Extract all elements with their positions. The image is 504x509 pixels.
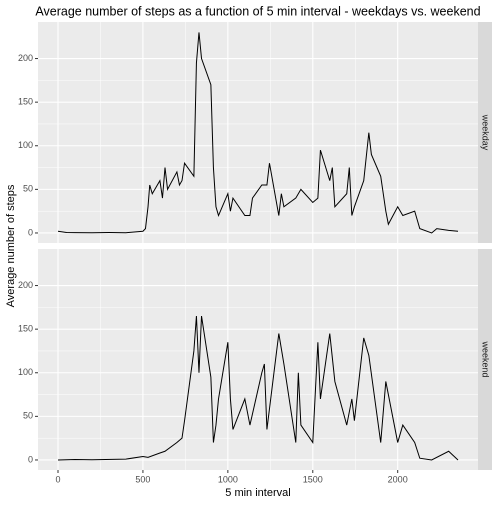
x-tick-label: 1500: [303, 474, 323, 484]
y-tick-label: 150: [18, 324, 33, 334]
y-tick-label: 100: [18, 367, 33, 377]
y-tick-label: 150: [18, 97, 33, 107]
y-tick-label: 200: [18, 53, 33, 63]
y-tick-label: 50: [23, 184, 33, 194]
strip-background: [478, 249, 492, 470]
x-tick-label: 2000: [388, 474, 408, 484]
line: [57, 32, 459, 234]
y-tick-label: 0: [28, 227, 33, 237]
strip-label: weekday: [481, 114, 491, 151]
strip-background: [478, 22, 492, 243]
y-axis-label: Average number of steps: [5, 184, 17, 307]
x-tick-label: 1000: [218, 474, 238, 484]
panel-background: [38, 22, 478, 243]
panel-background: [38, 249, 478, 470]
x-axis-label: 5 min interval: [225, 487, 290, 499]
strip-label: weekend: [481, 340, 491, 377]
y-tick-label: 100: [18, 140, 33, 150]
x-tick-label: 500: [135, 474, 150, 484]
chart-title: Average number of steps as a function of…: [35, 4, 480, 18]
x-tick-label: 0: [55, 474, 60, 484]
line: [57, 315, 459, 461]
y-tick-label: 200: [18, 280, 33, 290]
y-tick-label: 0: [28, 454, 33, 464]
y-tick-label: 50: [23, 411, 33, 421]
